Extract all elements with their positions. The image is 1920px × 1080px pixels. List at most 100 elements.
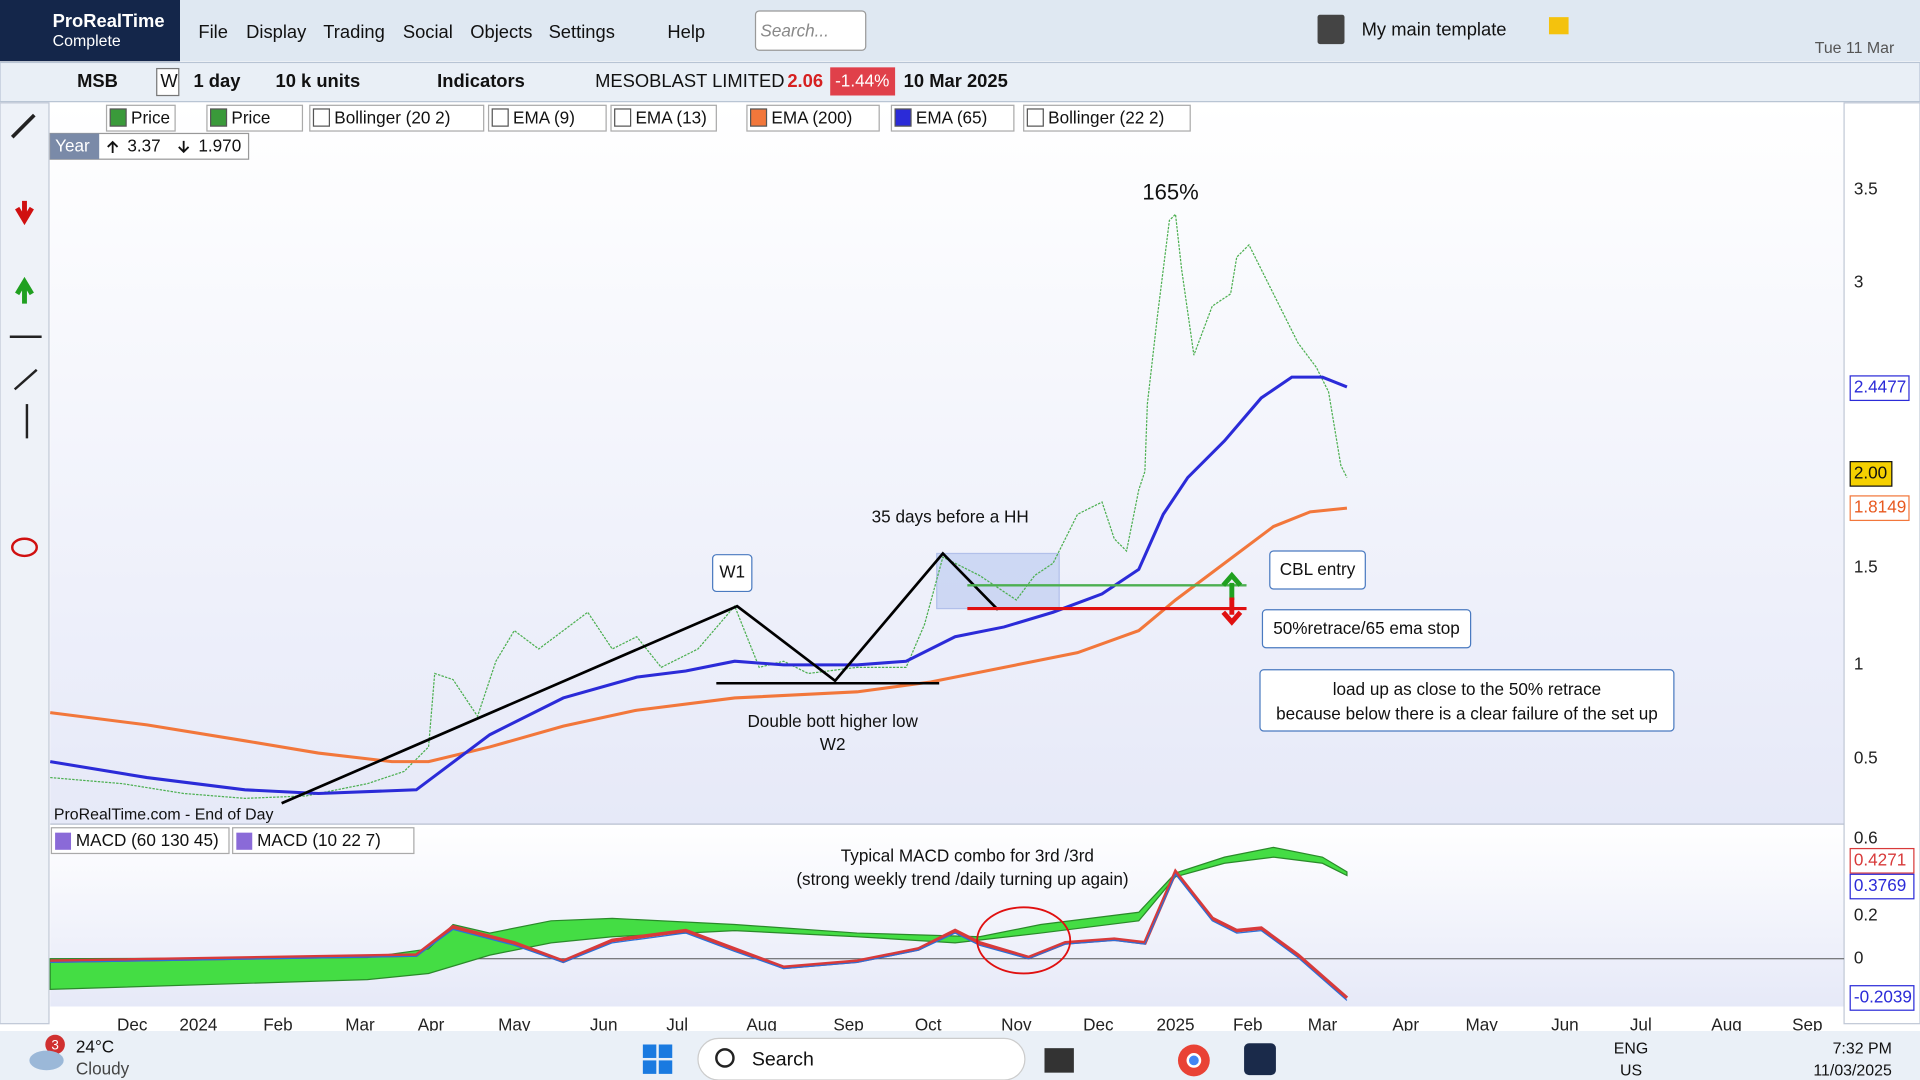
legend-item-bg[interactable] bbox=[1023, 104, 1191, 132]
lang[interactable]: ENG bbox=[1614, 1041, 1648, 1058]
price-tick-label: 1.5 bbox=[1854, 557, 1878, 577]
period[interactable]: W bbox=[160, 70, 178, 91]
macd-note: (strong weekly trend /daily turning up a… bbox=[796, 869, 1128, 889]
sell-tool[interactable] bbox=[15, 200, 34, 226]
ema200-value: 1.8149 bbox=[1854, 497, 1906, 517]
indicators[interactable]: Indicators bbox=[437, 70, 525, 91]
legend-label: EMA (9) bbox=[513, 107, 575, 127]
x-axis-label: Feb bbox=[263, 1015, 293, 1035]
pen-tool[interactable] bbox=[10, 113, 36, 139]
toolbar bbox=[0, 61, 1920, 103]
macd-tick-label: 0 bbox=[1854, 947, 1864, 967]
days-label: 35 days before a HH bbox=[872, 506, 1029, 526]
x-axis-label: Mar bbox=[345, 1015, 375, 1035]
timeframe[interactable]: 1 day bbox=[193, 70, 241, 91]
start-button[interactable] bbox=[642, 1044, 673, 1074]
macd-tick-label: 0.6 bbox=[1854, 827, 1878, 847]
taskbar-search-text: Search bbox=[752, 1049, 814, 1071]
stop-label: 50%retrace/65 ema stop bbox=[1273, 618, 1460, 638]
macd-fast-signal bbox=[50, 873, 1348, 1001]
search-box[interactable] bbox=[754, 10, 867, 51]
legend-label: Bollinger (22 2) bbox=[1048, 107, 1164, 127]
ema65-value: 2.4477 bbox=[1854, 377, 1906, 397]
w1-label: W1 bbox=[719, 562, 745, 582]
legend-swatch bbox=[210, 108, 228, 127]
cbl-box bbox=[1269, 550, 1366, 590]
menu-item[interactable]: Trading bbox=[323, 21, 385, 42]
double-label: Double bott higher low bbox=[747, 711, 918, 731]
period-box[interactable] bbox=[156, 67, 180, 97]
legend-item-bg[interactable] bbox=[309, 104, 485, 132]
sell-arrow bbox=[1221, 597, 1243, 626]
price: 2.06 bbox=[787, 70, 823, 91]
region[interactable]: US bbox=[1620, 1063, 1642, 1080]
segment-tool[interactable] bbox=[13, 368, 38, 391]
tools bbox=[9, 113, 42, 558]
header-date: Tue 11 Mar bbox=[1815, 40, 1895, 57]
macd-note: Typical MACD combo for 3rd /3rd bbox=[841, 846, 1094, 866]
legend-swatch bbox=[109, 108, 127, 127]
macd-fast bbox=[50, 868, 1349, 1000]
price-tick-label: 0.5 bbox=[1854, 748, 1878, 768]
x-axis-label: Apr bbox=[1392, 1015, 1419, 1035]
x-axis-label: Sep bbox=[833, 1015, 863, 1035]
macd-value-tag bbox=[1849, 847, 1915, 874]
x-axis-label: Dec bbox=[117, 1015, 148, 1035]
legend-label: EMA (65) bbox=[916, 107, 987, 127]
app-name: ProRealTime bbox=[53, 10, 165, 31]
year-arrows bbox=[107, 140, 190, 154]
stop-box bbox=[1261, 609, 1472, 649]
price-tick-label: 3 bbox=[1854, 271, 1864, 291]
year-label: Year bbox=[55, 135, 90, 155]
weather-icon bbox=[29, 1050, 64, 1071]
year-low: 1.970 bbox=[198, 135, 241, 155]
macd-value: -0.2039 bbox=[1854, 986, 1912, 1006]
prt-icon[interactable] bbox=[1244, 1043, 1276, 1076]
macd-slow-band bbox=[49, 846, 1348, 991]
flag-icon[interactable] bbox=[1548, 17, 1569, 35]
ema200-tag bbox=[1849, 495, 1910, 522]
legend-label: Price bbox=[131, 107, 170, 127]
symbol[interactable]: MSB bbox=[77, 70, 118, 91]
year-label-bg bbox=[50, 133, 100, 160]
logo-box bbox=[0, 0, 180, 62]
year-high: 3.37 bbox=[127, 135, 160, 155]
x-axis-label: Aug bbox=[1711, 1015, 1741, 1035]
peak-label: 165% bbox=[1142, 179, 1198, 204]
legend-swatch bbox=[750, 108, 768, 127]
clock-date[interactable]: 11/03/2025 bbox=[1813, 1063, 1892, 1080]
badge-bg bbox=[45, 1034, 65, 1055]
badge: 3 bbox=[51, 1037, 58, 1052]
menu-item[interactable]: Social bbox=[403, 21, 453, 42]
menu-bar bbox=[0, 0, 1920, 62]
x-axis-label: Nov bbox=[1001, 1015, 1032, 1035]
legend-item-bg[interactable] bbox=[746, 104, 880, 132]
w-pattern bbox=[281, 551, 999, 805]
app-icon[interactable] bbox=[1044, 1048, 1074, 1073]
temp: 24°C bbox=[76, 1037, 114, 1057]
menu-item[interactable]: Objects bbox=[470, 21, 532, 42]
macd-legend-bg[interactable] bbox=[50, 827, 230, 855]
last-value: 2.00 bbox=[1854, 462, 1887, 482]
legend-swatch bbox=[1026, 108, 1044, 127]
menu-item[interactable]: File bbox=[198, 21, 228, 42]
buy-tool[interactable] bbox=[15, 276, 34, 304]
ema-200 bbox=[50, 506, 1348, 764]
menu-item[interactable]: Help bbox=[667, 21, 705, 42]
macd-legend-bg[interactable] bbox=[232, 827, 415, 855]
taskbar-search[interactable] bbox=[697, 1037, 1026, 1080]
template[interactable]: My main template bbox=[1362, 18, 1507, 39]
units[interactable]: 10 k units bbox=[276, 70, 361, 91]
search-icon bbox=[715, 1048, 735, 1068]
menu-item[interactable]: Settings bbox=[549, 21, 615, 42]
search-placeholder: Search... bbox=[760, 20, 829, 40]
menu-item[interactable]: Display bbox=[246, 21, 307, 42]
ema65-tag bbox=[1849, 375, 1910, 402]
clock-time[interactable]: 7:32 PM bbox=[1833, 1041, 1892, 1058]
save-icon[interactable] bbox=[1317, 14, 1345, 45]
ellipse-tool[interactable] bbox=[11, 537, 38, 558]
legend-item-bg[interactable] bbox=[890, 104, 1015, 132]
macd-value: 0.4271 bbox=[1854, 849, 1906, 869]
x-axis-label: Feb bbox=[1233, 1015, 1263, 1035]
